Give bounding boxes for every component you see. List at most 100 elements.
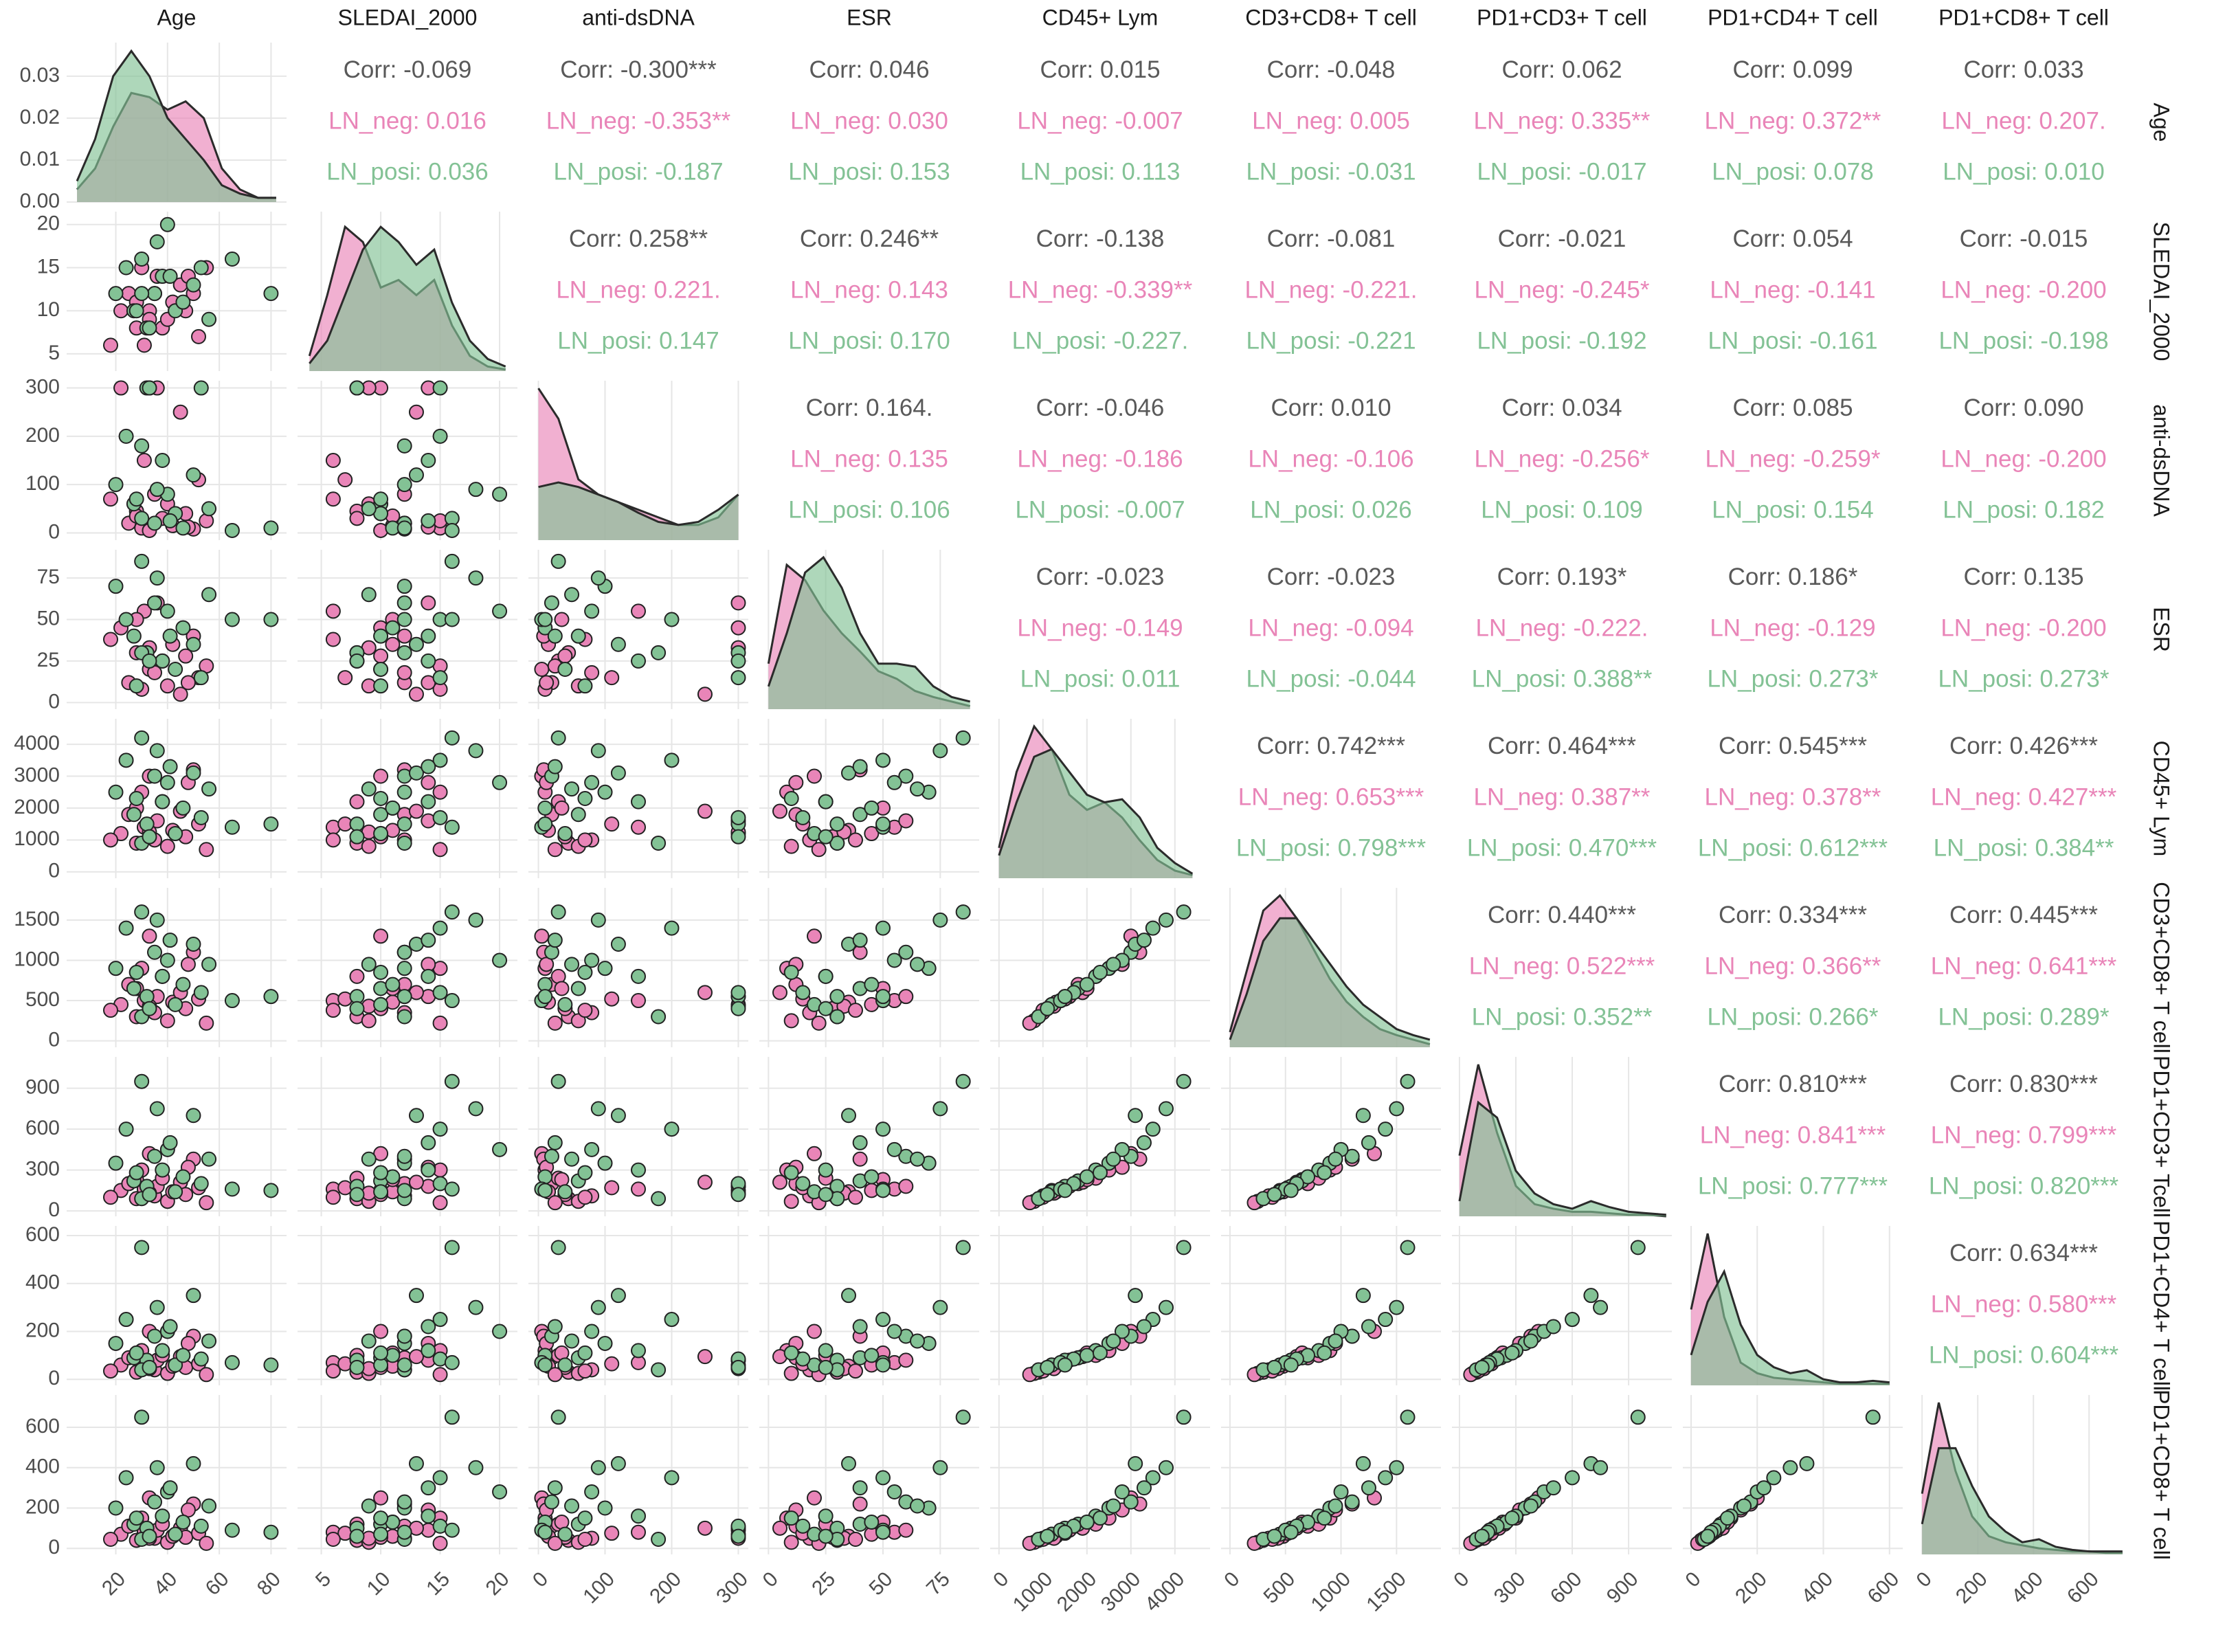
scatter-point	[651, 1191, 667, 1207]
scatter-point	[570, 981, 586, 996]
scatter-point	[795, 1518, 811, 1534]
scatter-point	[730, 620, 746, 636]
scatter-point	[134, 438, 150, 454]
scatter-point	[444, 730, 460, 746]
scatter-point	[537, 612, 553, 627]
y-tick-label: 1000	[14, 827, 60, 850]
scatter-point	[361, 957, 377, 972]
scatter-point	[841, 1108, 856, 1124]
scatter-point	[128, 965, 144, 981]
correlation-text: LN_neg: 0.378**	[1705, 783, 1881, 810]
correlation-text: LN_neg: 0.207.	[1941, 107, 2105, 134]
correlation-text: LN_neg: -0.256*	[1475, 445, 1650, 472]
scatter-point	[1137, 1135, 1152, 1150]
scatter-point	[1355, 1288, 1371, 1304]
scatter-point	[1093, 1165, 1108, 1181]
scatter-point	[349, 794, 365, 810]
x-tick-label: 3000	[1097, 1567, 1145, 1616]
scatter-point	[1565, 1470, 1580, 1486]
scatter-point	[361, 781, 377, 797]
correlation-text: LN_posi: 0.154	[1712, 496, 1873, 523]
scatter-point	[1865, 1409, 1881, 1425]
column-strip-label: PD1+CD8+ T cell	[1938, 5, 2109, 30]
scatter-point	[142, 1359, 157, 1375]
correlation-text: LN_posi: 0.106	[788, 496, 950, 523]
scatter-point	[864, 1515, 880, 1530]
scatter-point	[564, 781, 580, 797]
scatter-point	[325, 1003, 341, 1018]
scatter-point	[564, 587, 580, 603]
scatter-point	[864, 800, 880, 816]
scatter-point	[564, 1498, 580, 1514]
correlation-text: Corr: 0.426***	[1949, 733, 2098, 759]
x-tick-label: 5	[311, 1567, 335, 1592]
x-tick-label: 10	[363, 1567, 395, 1600]
correlation-text: Corr: 0.085	[1732, 394, 1853, 421]
scatter-point	[557, 1526, 573, 1542]
scatter-point	[155, 794, 170, 810]
scatter-point	[1328, 1498, 1343, 1514]
scatter-point	[841, 1288, 856, 1304]
scatter-point	[385, 636, 401, 652]
scatter-point	[139, 989, 155, 1005]
scatter-point	[361, 1498, 377, 1514]
x-tick-label: 200	[645, 1567, 686, 1608]
scatter-point	[396, 784, 412, 800]
scatter-point	[128, 1510, 144, 1526]
scatter-point	[1630, 1240, 1646, 1255]
correlation-text: LN_neg: 0.366**	[1705, 952, 1881, 979]
scatter-point	[373, 678, 389, 694]
scatter-point	[772, 1174, 787, 1190]
scatter-point	[396, 520, 412, 536]
scatter-point	[1115, 1324, 1130, 1339]
scatter-point	[1079, 1348, 1095, 1363]
correlation-text: LN_posi: 0.026	[1250, 496, 1411, 523]
scatter-point	[1159, 1101, 1174, 1117]
scatter-point	[818, 1508, 834, 1524]
scatter-point	[373, 791, 389, 806]
scatter-point	[168, 826, 183, 842]
scatter-point	[1400, 1240, 1416, 1255]
scatter-point	[168, 996, 183, 1012]
scatter-point	[175, 976, 191, 992]
scatter-point	[550, 904, 566, 920]
scatter-point	[136, 337, 152, 353]
scatter-point	[492, 487, 508, 502]
scatter-point	[1145, 1121, 1161, 1137]
scatter-point	[730, 1528, 746, 1544]
correlation-text: LN_neg: -0.200	[1941, 614, 2106, 641]
scatter-point	[224, 1522, 240, 1538]
x-tick-label: 4000	[1141, 1567, 1189, 1616]
scatter-point	[852, 1135, 868, 1150]
scatter-point	[1355, 1108, 1371, 1124]
scatter-point	[932, 1460, 948, 1475]
scatter-point	[396, 628, 412, 644]
scatter-point	[1159, 912, 1174, 928]
scatter-point	[1128, 1288, 1143, 1304]
scatter-point	[818, 1343, 834, 1359]
scatter-point	[932, 1299, 948, 1315]
scatter-point	[875, 816, 891, 832]
scatter-point	[468, 482, 484, 498]
scatter-point	[783, 1510, 799, 1526]
correlation-text: Corr: -0.046	[1036, 394, 1165, 421]
correlation-text: LN_posi: 0.153	[788, 158, 950, 185]
scatter-point	[730, 595, 746, 611]
correlation-text: LN_neg: 0.005	[1252, 107, 1410, 134]
scatter-point	[408, 1174, 424, 1190]
scatter-point	[421, 759, 436, 774]
scatter-point	[432, 1015, 448, 1031]
scatter-point	[186, 937, 201, 952]
scatter-point	[955, 1240, 971, 1255]
scatter-point	[134, 553, 150, 569]
scatter-point	[955, 904, 971, 920]
scatter-point	[118, 1121, 134, 1137]
scatter-point	[263, 520, 279, 536]
scatter-point	[468, 1101, 484, 1117]
scatter-point	[610, 765, 626, 781]
scatter-point	[1799, 1455, 1815, 1471]
scatter-point	[349, 1001, 365, 1016]
scatter-point	[421, 1162, 436, 1178]
scatter-point	[1504, 1510, 1520, 1526]
scatter-point	[875, 1524, 891, 1540]
